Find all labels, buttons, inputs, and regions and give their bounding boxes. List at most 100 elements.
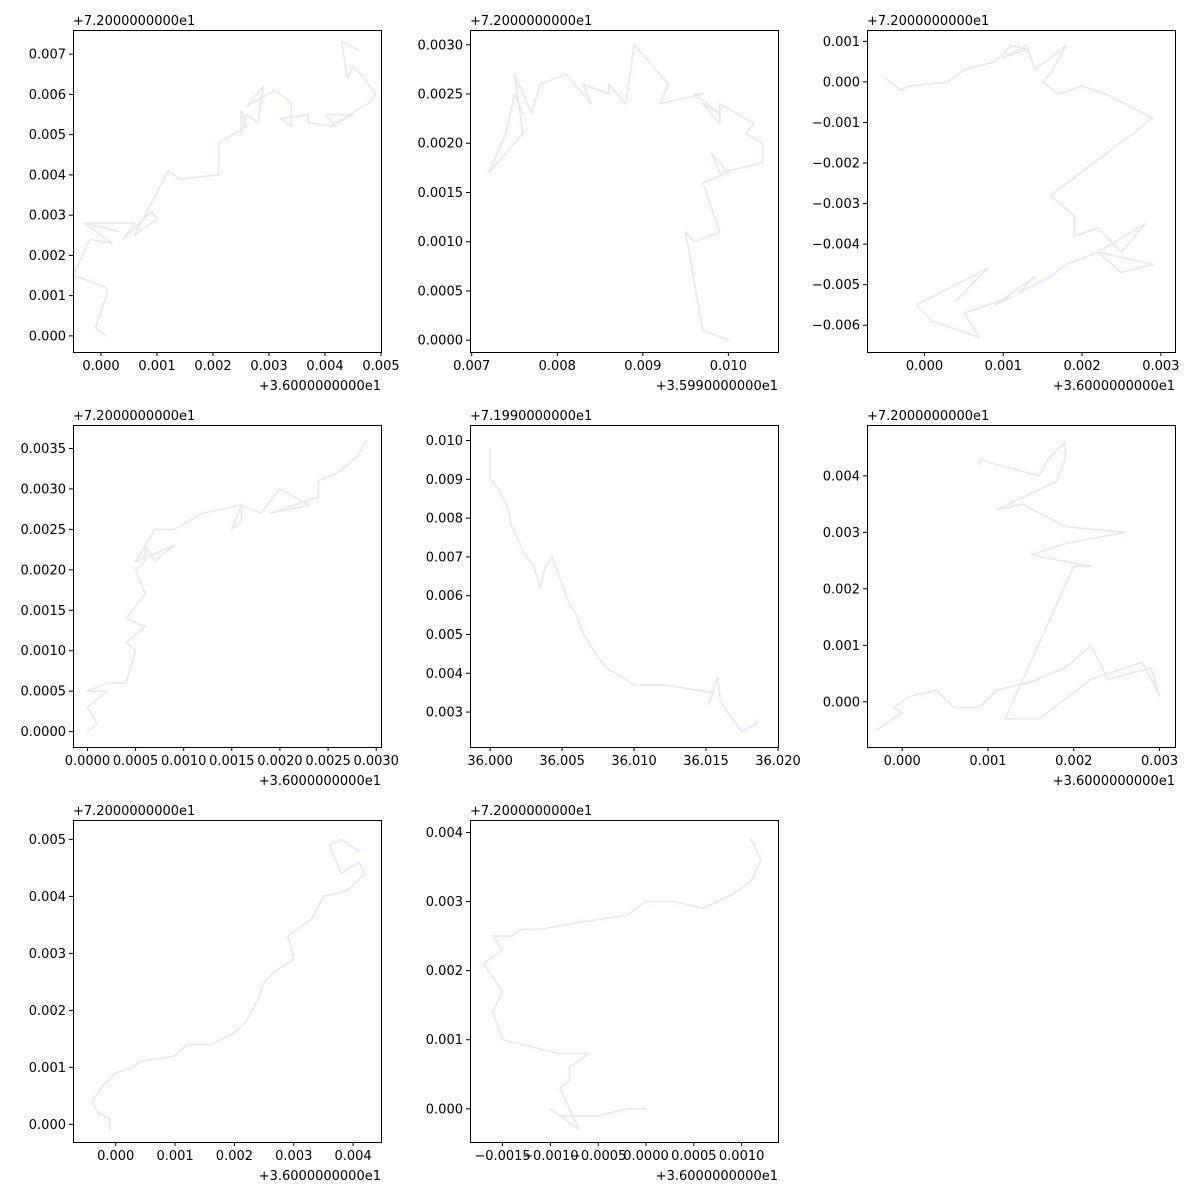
y-tick-label: 0.001	[426, 1033, 463, 1048]
x-tick-label: 0.002	[1055, 754, 1092, 769]
x-tick-label: 0.0010	[161, 754, 207, 769]
y-tick-label: 0.003	[823, 526, 860, 541]
x-tick-label: 0.000	[97, 1149, 134, 1164]
y-tick-label: 0.0000	[418, 334, 464, 349]
y-tick-label: 0.000	[426, 1102, 463, 1117]
y-offset-label: +7.2000000000e1	[470, 14, 592, 29]
x-tick-label: 0.0015	[209, 754, 255, 769]
x-tick-label: −0.0005	[570, 1149, 626, 1164]
x-tick-label: 0.0005	[671, 1149, 717, 1164]
subplot-7: 0.000 0.001 0.002 0.003 0.0040.0000.0010.002…	[29, 804, 382, 1184]
x-offset-label: +3.5990000000e1	[656, 379, 778, 394]
y-tick-label: 0.0035	[21, 442, 67, 457]
x-offset-label: +3.6000000000e1	[259, 1169, 381, 1184]
y-tick-label: 0.007	[426, 550, 463, 565]
y-tick-label: 0.003	[29, 209, 66, 224]
y-tick-label: 0.0030	[418, 38, 464, 53]
y-tick-label: 0.0020	[21, 563, 67, 578]
trajectory-line	[73, 42, 375, 336]
y-tick-label: 0.004	[823, 469, 860, 484]
y-tick-label: −0.001	[812, 116, 860, 131]
y-tick-label: 0.003	[29, 947, 66, 962]
y-tick-label: 0.008	[426, 512, 463, 527]
x-tick-label: 0.0030	[353, 754, 399, 769]
x-tick-label: 0.003	[275, 1149, 312, 1164]
x-tick-label: 0.010	[710, 359, 747, 374]
x-tick-label: 0.000	[82, 359, 119, 374]
x-tick-label: 0.008	[539, 359, 576, 374]
x-tick-label: 0.0005	[113, 754, 159, 769]
axes-frame	[868, 31, 1176, 353]
y-tick-label: −0.004	[812, 238, 860, 253]
y-tick-label: 0.000	[29, 1118, 66, 1133]
x-tick-label: 36.010	[611, 754, 657, 769]
y-tick-label: 0.010	[426, 434, 463, 449]
y-tick-label: −0.005	[812, 278, 860, 293]
subplot-5: 36.000 36.005 36.010 36.015 36.0200.0030.004…	[426, 409, 801, 769]
trajectory-line	[489, 45, 763, 340]
x-tick-label: 0.002	[194, 359, 231, 374]
subplot-4: 0.0000 0.0005 0.0010 0.0015 0.0020 0.0025 0.00…	[21, 409, 399, 789]
y-offset-label: +7.1990000000e1	[470, 409, 592, 424]
trajectory-line	[92, 839, 365, 1130]
x-tick-label: 0.000	[906, 359, 943, 374]
x-tick-label: 0.0025	[305, 754, 351, 769]
x-offset-label: +3.6000000000e1	[1053, 379, 1175, 394]
axes-frame	[74, 821, 382, 1143]
trajectory-line	[876, 442, 1159, 730]
y-offset-label: +7.2000000000e1	[73, 804, 195, 819]
y-tick-label: 0.001	[29, 1061, 66, 1076]
y-tick-label: 0.0025	[418, 88, 464, 103]
x-tick-label: 0.004	[306, 359, 343, 374]
x-tick-label: 0.001	[985, 359, 1022, 374]
x-tick-label: 0.005	[362, 359, 399, 374]
trajectory-line	[490, 448, 756, 731]
y-tick-label: 0.007	[29, 48, 66, 63]
axes-frame	[74, 31, 382, 353]
x-tick-label: 0.003	[250, 359, 287, 374]
y-tick-label: 0.009	[426, 473, 463, 488]
x-offset-label: +3.6000000000e1	[259, 774, 381, 789]
x-tick-label: 36.015	[683, 754, 729, 769]
x-tick-label: 0.003	[1142, 359, 1179, 374]
trajectory-line	[483, 839, 760, 1129]
y-tick-label: 0.005	[29, 128, 66, 143]
x-tick-label: 0.009	[624, 359, 661, 374]
y-tick-label: 0.0005	[418, 284, 464, 299]
y-tick-label: 0.001	[29, 289, 66, 304]
x-tick-label: 0.004	[334, 1149, 371, 1164]
x-tick-label: 0.003	[1141, 754, 1178, 769]
y-offset-label: +7.2000000000e1	[73, 409, 195, 424]
x-tick-label: 0.007	[453, 359, 490, 374]
y-tick-label: 0.004	[29, 168, 66, 183]
trajectory-line	[87, 440, 366, 731]
y-tick-label: 0.0000	[21, 725, 67, 740]
trajectory-line	[885, 45, 1153, 337]
axes-frame	[471, 821, 779, 1143]
y-tick-label: −0.006	[812, 319, 860, 334]
y-tick-label: 0.0020	[418, 137, 464, 152]
x-tick-label: 0.000	[884, 754, 921, 769]
x-offset-label: +3.6000000000e1	[1053, 774, 1175, 789]
y-tick-label: 0.005	[29, 833, 66, 848]
y-tick-label: 0.0015	[418, 186, 464, 201]
x-tick-label: 0.001	[969, 754, 1006, 769]
subplot-6: 0.000 0.001 0.002 0.0030.0000.0010.0020.003…	[823, 409, 1178, 789]
subplot-3: 0.000 0.001 0.002 0.003 −0.006 −0.005 −0.004 −0…	[812, 14, 1180, 394]
y-offset-label: +7.2000000000e1	[470, 804, 592, 819]
y-tick-label: 0.002	[29, 249, 66, 264]
y-tick-label: 0.004	[426, 826, 463, 841]
x-tick-label: 0.002	[216, 1149, 253, 1164]
y-tick-label: 0.0005	[21, 685, 67, 700]
y-tick-label: 0.000	[823, 75, 860, 90]
y-offset-label: +7.2000000000e1	[73, 14, 195, 29]
x-tick-label: 36.000	[467, 754, 513, 769]
y-tick-label: 0.003	[426, 895, 463, 910]
y-tick-label: 0.003	[426, 706, 463, 721]
y-tick-label: 0.0010	[21, 644, 67, 659]
y-tick-label: 0.006	[29, 88, 66, 103]
y-tick-label: 0.000	[823, 695, 860, 710]
subplot-1: 0.000 0.001 0.002 0.003 0.004 0.005 0.000 0.001…	[29, 14, 400, 394]
